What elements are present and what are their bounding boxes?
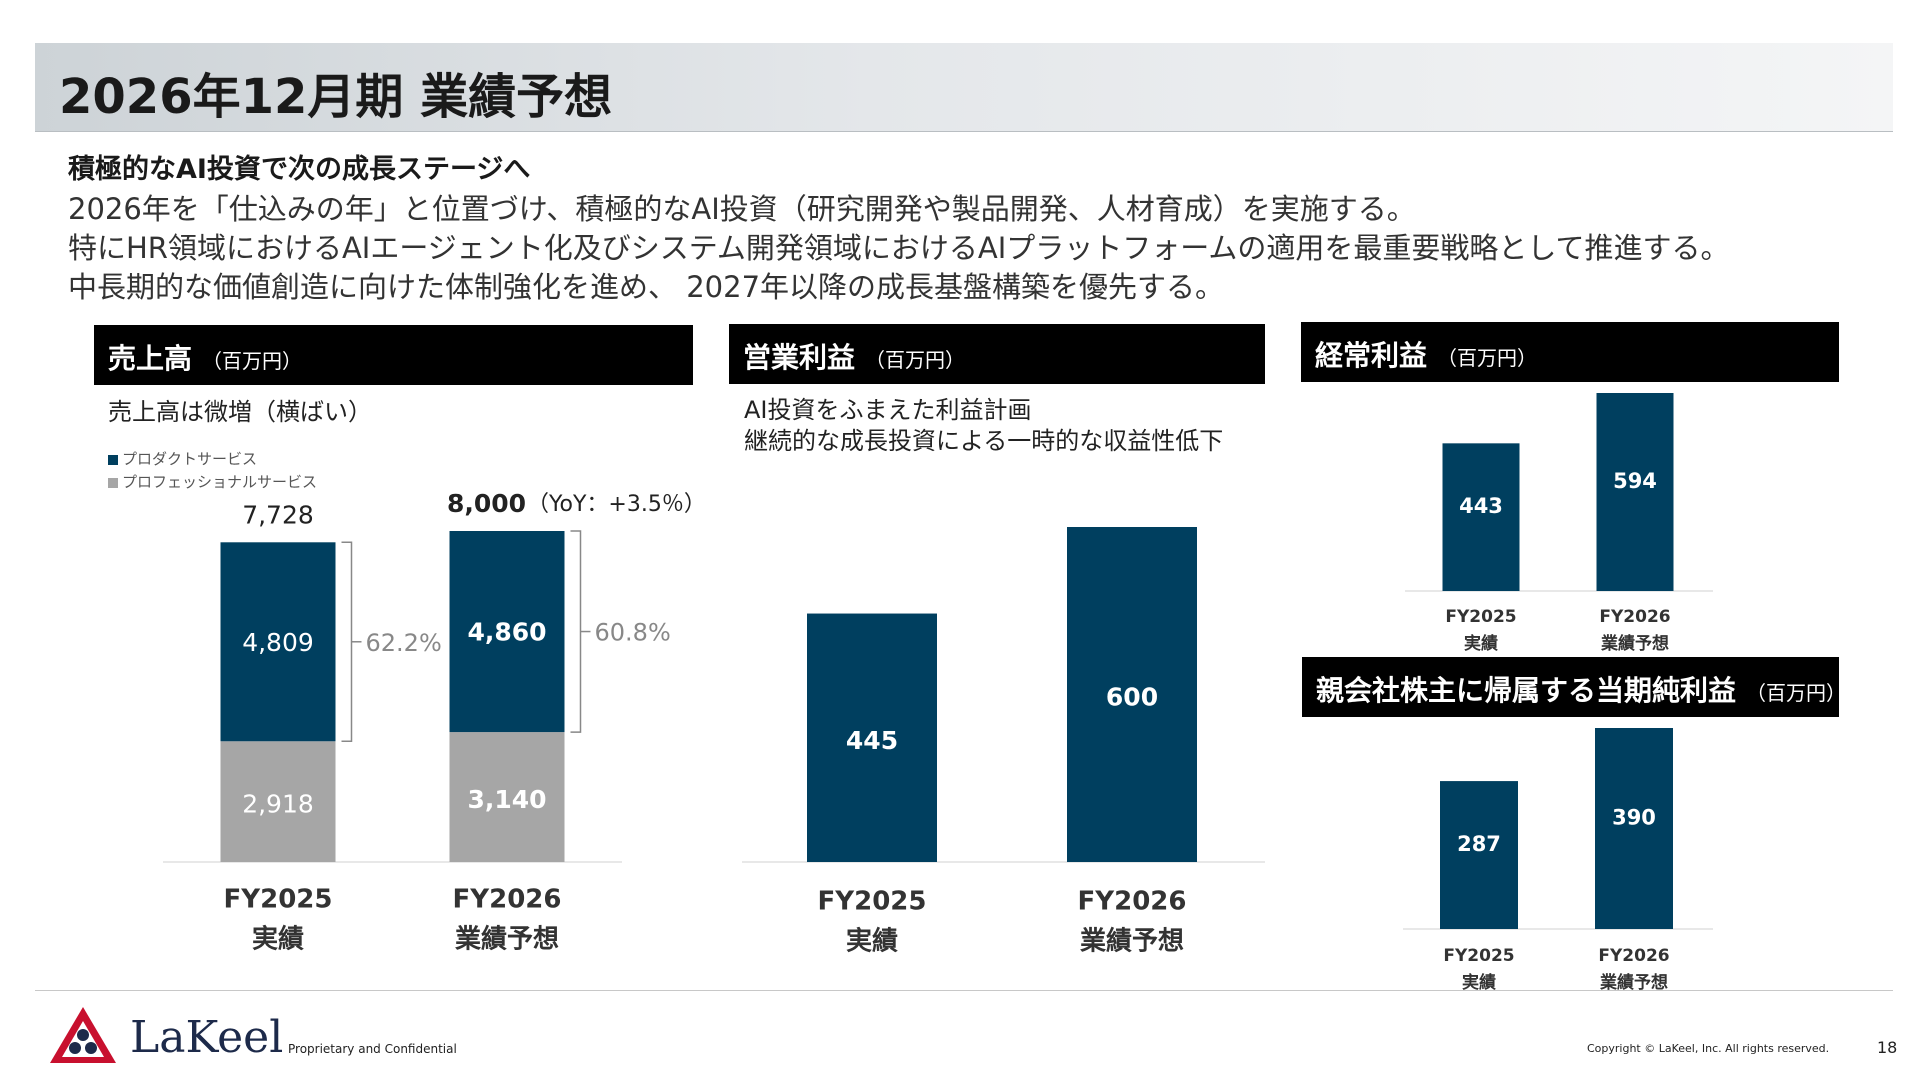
sales-bracket	[341, 541, 353, 743]
ord-value-label: 443	[1459, 494, 1503, 518]
op-bar	[1067, 527, 1197, 862]
op-panel-unit: （百万円）	[865, 348, 966, 372]
ord-value-label: 594	[1613, 469, 1657, 493]
sales-bar-professional	[220, 741, 336, 862]
confidential-label: Proprietary and Confidential	[288, 1042, 457, 1056]
ord-x-tick-label: FY2025	[1445, 607, 1516, 627]
title-bar: 2026年12月期 業績予想	[35, 43, 1893, 132]
op-bar	[807, 613, 937, 862]
sales-share-label: 60.8%	[595, 619, 671, 647]
ord-x-tick-label: FY2026	[1599, 607, 1670, 627]
sales-panel-header: 売上高 （百万円）	[94, 325, 693, 385]
ord-bar	[1442, 443, 1520, 591]
sales-total-label: 7,728	[242, 500, 314, 529]
net-bar	[1595, 728, 1673, 929]
sales-yoy-label: （YoY：+3.5％）	[527, 492, 706, 517]
ord-panel-header: 経常利益 （百万円）	[1301, 322, 1839, 382]
op-note-1: AI投資をふまえた利益計画	[744, 396, 1032, 424]
sales-x-tick-sublabel: 業績予想	[455, 925, 559, 955]
sales-bar-product	[220, 542, 336, 742]
sales-label-professional: 2,918	[242, 790, 314, 819]
sales-label-product: 4,860	[467, 618, 546, 647]
summary-lead: 積極的なAI投資で次の成長ステージへ	[68, 154, 531, 185]
op-value-label: 600	[1106, 683, 1158, 712]
op-x-tick-sublabel: 実績	[846, 926, 898, 957]
summary-line-1: 2026年を「仕込みの年」と位置づけ、積極的なAI投資（研究開発や製品開発、人材…	[68, 192, 1416, 226]
ord-x-tick-sublabel: 業績予想	[1601, 633, 1669, 654]
logo-text: LaKeel	[130, 1012, 284, 1063]
legend-label-professional: プロフェッショナルサービス	[122, 473, 318, 491]
net-bar	[1440, 781, 1518, 929]
legend-swatch-product	[108, 454, 118, 465]
sales-bar-professional	[449, 732, 565, 862]
op-note-2: 継続的な成長投資による一時的な収益性低下	[744, 427, 1224, 455]
ord-x-tick-sublabel: 実績	[1464, 633, 1498, 654]
page-title: 2026年12月期 業績予想	[59, 69, 613, 125]
legend-item-product: プロダクトサービス	[108, 448, 257, 469]
sales-x-tick-label: FY2025	[224, 885, 333, 915]
legend-item-professional: プロフェッショナルサービス	[108, 471, 317, 492]
legend-label-product: プロダクトサービス	[122, 450, 258, 468]
sales-bracket	[570, 530, 582, 733]
sales-total-label: 8,000	[447, 489, 526, 518]
sales-panel-unit: （百万円）	[202, 349, 303, 373]
op-panel-title: 営業利益	[743, 341, 856, 374]
sales-label-product: 4,809	[242, 628, 314, 657]
net-x-tick-label: FY2025	[1443, 946, 1514, 966]
legend-swatch-professional	[108, 477, 118, 488]
sales-bar-product	[449, 531, 565, 733]
net-x-tick-sublabel: 業績予想	[1600, 972, 1668, 993]
net-panel-unit: （百万円）	[1746, 681, 1847, 705]
page-number: 18	[1877, 1038, 1898, 1057]
sales-x-tick-label: FY2026	[453, 885, 562, 915]
ord-bar	[1596, 393, 1674, 591]
sales-share-label: 62.2%	[366, 629, 442, 657]
net-value-label: 390	[1612, 806, 1656, 830]
summary-line-3: 中長期的な価値創造に向けた体制強化を進め、 2027年以降の成長基盤構築を優先す…	[68, 270, 1225, 304]
net-panel-title: 親会社株主に帰属する当期純利益	[1316, 674, 1737, 707]
sales-label-professional: 3,140	[467, 785, 546, 814]
summary-line-2: 特にHR領域におけるAIエージェント化及びシステム開発領域におけるAIプラットフ…	[68, 231, 1730, 265]
net-x-tick-label: FY2026	[1598, 946, 1669, 966]
sales-note: 売上高は微増（横ばい）	[108, 398, 372, 426]
sales-x-tick-sublabel: 実績	[252, 924, 304, 955]
op-x-tick-label: FY2025	[818, 887, 927, 917]
footer-divider	[35, 990, 1893, 991]
net-panel-header: 親会社株主に帰属する当期純利益 （百万円）	[1302, 657, 1846, 717]
net-value-label: 287	[1457, 832, 1501, 856]
op-value-label: 445	[846, 726, 898, 755]
sales-panel-title: 売上高	[108, 342, 193, 375]
op-panel-header: 営業利益 （百万円）	[729, 324, 1265, 384]
op-x-tick-label: FY2026	[1078, 887, 1187, 917]
ord-panel-title: 経常利益	[1315, 339, 1428, 372]
lakeel-logo-icon	[50, 1007, 116, 1063]
copyright: Copyright © LaKeel, Inc. All rights rese…	[1587, 1042, 1830, 1055]
op-x-tick-sublabel: 業績予想	[1080, 927, 1184, 957]
ord-panel-unit: （百万円）	[1437, 346, 1538, 370]
net-x-tick-sublabel: 実績	[1462, 972, 1496, 993]
